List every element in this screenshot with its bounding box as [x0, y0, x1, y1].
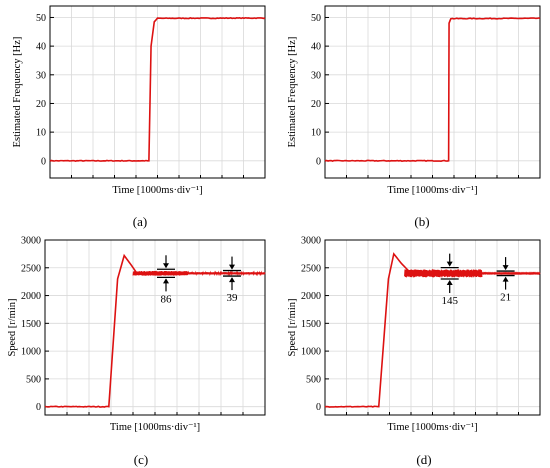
y-tick-label: 40 — [36, 42, 46, 53]
annotation-arrowhead-up — [229, 277, 235, 283]
annotation-label: 39 — [227, 292, 239, 304]
y-tick-label: 50 — [311, 13, 321, 24]
y-tick-label: 2000 — [301, 291, 321, 302]
panel-caption: (b) — [414, 214, 429, 229]
annotation-arrowhead-down — [163, 263, 169, 269]
annotation-arrowhead-down — [502, 265, 509, 271]
annotation-arrowhead-up — [502, 276, 509, 282]
annotation-arrowhead-down — [229, 264, 235, 270]
panel-caption: (c) — [134, 452, 148, 467]
y-axis-label: Speed [r/min] — [287, 298, 298, 356]
y-tick-label: 30 — [36, 70, 46, 81]
y-tick-label: 20 — [36, 99, 46, 110]
y-tick-label: 500 — [306, 374, 321, 385]
x-axis-label: Time [1000ms·div⁻¹] — [110, 422, 200, 433]
y-tick-label: 0 — [36, 402, 41, 413]
y-tick-label: 1000 — [301, 347, 321, 358]
ripple-band — [132, 270, 189, 276]
annotation-label: 21 — [500, 292, 511, 304]
x-axis-label: Time [1000ms·div⁻¹] — [112, 185, 202, 196]
chart-panel-2: 0 10 20 30 40 50 Time [1000ms·div⁻¹] Estimated … — [287, 5, 541, 229]
series-line — [324, 17, 541, 162]
y-tick-label: 30 — [311, 70, 321, 81]
y-axis-label: Speed [r/min] — [7, 298, 18, 356]
y-axis-label: Estimated Frequency [Hz] — [12, 37, 23, 148]
ripple-annotation: 39 — [223, 256, 241, 304]
y-tick-label: 0 — [41, 156, 46, 167]
y-tick-label: 50 — [36, 13, 46, 24]
ripple-band — [481, 271, 541, 276]
y-axis-label: Estimated Frequency [Hz] — [287, 37, 298, 148]
ripple-annotation: 145 — [440, 253, 459, 307]
x-axis-label: Time [1000ms·div⁻¹] — [387, 422, 477, 433]
y-tick-label: 10 — [311, 128, 321, 139]
ripple-annotation: 21 — [496, 257, 515, 304]
y-tick-label: 500 — [26, 374, 41, 385]
ripple-band — [404, 269, 483, 278]
y-tick-label: 1500 — [301, 319, 321, 330]
annotation-label: 145 — [441, 295, 458, 307]
y-tick-label: 1000 — [21, 347, 41, 358]
series-line — [49, 16, 266, 162]
y-tick-label: 1500 — [21, 319, 41, 330]
annotation-label: 86 — [161, 293, 173, 305]
y-tick-label: 40 — [311, 42, 321, 53]
panel-caption: (a) — [133, 214, 147, 229]
y-tick-label: 2500 — [21, 263, 41, 274]
y-tick-label: 10 — [36, 128, 46, 139]
panel-caption: (d) — [416, 452, 431, 467]
annotation-arrowhead-up — [163, 278, 169, 284]
ripple-annotation: 86 — [157, 255, 175, 305]
y-tick-label: 3000 — [301, 236, 321, 247]
chart-panel-1: 0 10 20 30 40 50 Time [1000ms·div⁻¹] Estimated … — [12, 5, 266, 229]
y-tick-label: 20 — [311, 99, 321, 110]
y-tick-label: 2500 — [301, 263, 321, 274]
y-tick-label: 0 — [316, 402, 321, 413]
annotation-arrowhead-up — [446, 280, 453, 286]
y-tick-label: 3000 — [21, 236, 41, 247]
x-axis-label: Time [1000ms·div⁻¹] — [387, 185, 477, 196]
chart-panel-3: 0 500 1000 1500 2000 2500 3000 Time [1000ms·div… — [7, 236, 266, 467]
annotation-arrowhead-down — [446, 261, 453, 267]
ripple-band — [187, 270, 266, 277]
y-tick-label: 2000 — [21, 291, 41, 302]
y-tick-label: 0 — [316, 156, 321, 167]
chart-panel-4: 0 500 1000 1500 2000 2500 3000 Time [1000ms·div… — [287, 236, 541, 467]
